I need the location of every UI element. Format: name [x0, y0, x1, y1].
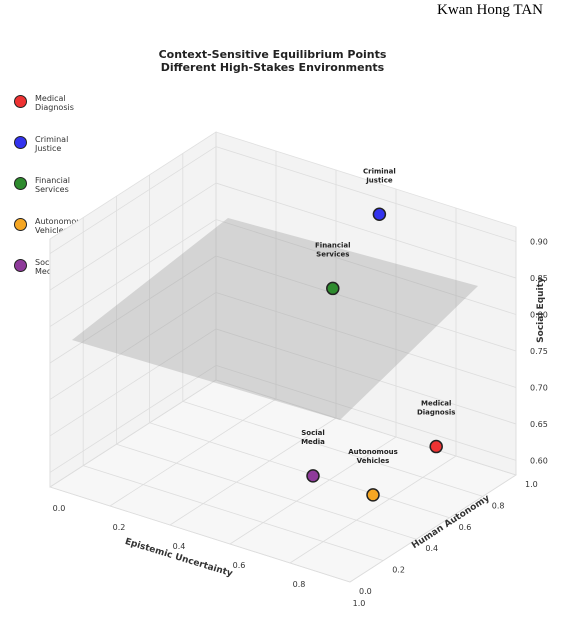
- z-tick-label: 0.85: [530, 274, 548, 283]
- equilibrium-plane-surface: [72, 218, 478, 420]
- data-point: [372, 207, 387, 222]
- z-tick-label: 0.60: [530, 456, 548, 465]
- grid-line: [83, 465, 384, 561]
- chart-title-line-2: Different High-Stakes Environments: [160, 61, 385, 74]
- point-label-line: Financial: [315, 241, 351, 249]
- point-label-line: Social: [301, 429, 325, 437]
- grid-line: [49, 486, 351, 583]
- grid-line: [49, 219, 217, 327]
- grid-line: [229, 436, 397, 545]
- y-tick-label: 0.8: [492, 501, 505, 510]
- point-label-line: Vehicles: [357, 457, 390, 465]
- z-tick-label: 0.65: [530, 420, 548, 429]
- grid-line: [49, 328, 217, 437]
- data-point: [429, 439, 443, 454]
- grid-line: [215, 255, 517, 352]
- grid-line: [169, 417, 337, 526]
- y-tick-label: 0.4: [425, 544, 438, 553]
- equilibrium-plane: [72, 218, 478, 420]
- legend-swatch: [14, 95, 27, 108]
- grid-line: [49, 379, 217, 488]
- y-tick-label: 0.6: [459, 523, 472, 532]
- point-label: Social Media: [301, 429, 325, 446]
- point-label: Criminal Justice: [363, 167, 396, 184]
- point-label-line: Justice: [365, 176, 393, 184]
- author-name: Kwan Hong TAN: [436, 2, 543, 18]
- grid-line: [182, 401, 483, 497]
- grid-line: [149, 422, 450, 519]
- legend-item: Financial Services: [14, 176, 95, 217]
- grid-line: [215, 182, 517, 279]
- point-label-line: Medical: [421, 400, 451, 408]
- grid-line: [49, 182, 217, 291]
- point-label: Autonomous Vehicles: [348, 448, 398, 465]
- point-label-line: Services: [316, 250, 349, 258]
- data-points: [306, 207, 443, 502]
- legend-swatch: [14, 259, 27, 272]
- chart-title: Context-Sensitive Equilibrium Points Diff…: [0, 48, 545, 74]
- point-label-line: Criminal: [363, 167, 396, 175]
- grid-line: [349, 474, 517, 583]
- grid-line: [215, 379, 517, 476]
- chart-title-line-1: Context-Sensitive Equilibrium Points: [158, 48, 387, 61]
- grid-line: [215, 328, 517, 425]
- grid-line: [49, 292, 217, 400]
- point-label-line: Diagnosis: [417, 409, 455, 417]
- legend-item: Medical Diagnosis: [14, 94, 95, 135]
- grid-line: [289, 455, 457, 564]
- grid-line: [215, 365, 517, 461]
- x-tick-label: 0.2: [113, 523, 126, 532]
- legend-label: Financial Services: [35, 176, 71, 194]
- legend-label: Social Media: [35, 258, 60, 276]
- z-axis-label: Social Equity: [536, 277, 546, 343]
- grid-line: [49, 365, 217, 473]
- x-tick-label: 1.0: [353, 599, 366, 608]
- grid-lines: [49, 132, 517, 583]
- z-tick-label: 0.75: [530, 347, 548, 356]
- x-tick-label: 0.8: [293, 580, 306, 589]
- legend-item: Social Media: [14, 258, 95, 299]
- data-point: [366, 488, 380, 502]
- point-label-line: Media: [301, 438, 325, 446]
- grid-line: [49, 255, 217, 364]
- legend-label: Medical Diagnosis: [35, 94, 74, 112]
- grid-line: [49, 146, 217, 254]
- legend-label: Criminal Justice: [35, 135, 69, 153]
- legend-item: Criminal Justice: [14, 135, 95, 176]
- grid-line: [215, 219, 517, 315]
- legend-swatch: [14, 177, 27, 190]
- data-point: [306, 469, 320, 483]
- z-tick-label: 0.70: [530, 383, 548, 392]
- z-tick-label: 0.90: [530, 238, 548, 247]
- grid-line: [116, 443, 417, 540]
- y-tick-label: 0.2: [392, 566, 405, 575]
- legend-swatch: [14, 136, 27, 149]
- y-tick-label: 1.0: [525, 480, 538, 489]
- grid-line: [215, 146, 517, 242]
- point-label: Financial Services: [315, 241, 351, 258]
- point-label: Medical Diagnosis: [417, 400, 455, 417]
- legend: Medical Diagnosis Criminal Justice Financi…: [14, 94, 95, 299]
- data-point: [326, 281, 340, 296]
- x-tick-label: 0.6: [233, 561, 246, 570]
- legend-label: Autonomous Vehicles: [35, 217, 86, 235]
- x-tick-label: 0.4: [173, 542, 186, 551]
- point-label-line: Autonomous: [348, 448, 398, 456]
- y-tick-label: 0.0: [359, 587, 372, 596]
- legend-swatch: [14, 218, 27, 231]
- x-tick-label: 0.0: [53, 504, 66, 513]
- legend-item: Autonomous Vehicles: [14, 217, 95, 258]
- z-tick-label: 0.80: [530, 311, 548, 320]
- grid-line: [109, 398, 277, 507]
- grid-line: [215, 292, 517, 388]
